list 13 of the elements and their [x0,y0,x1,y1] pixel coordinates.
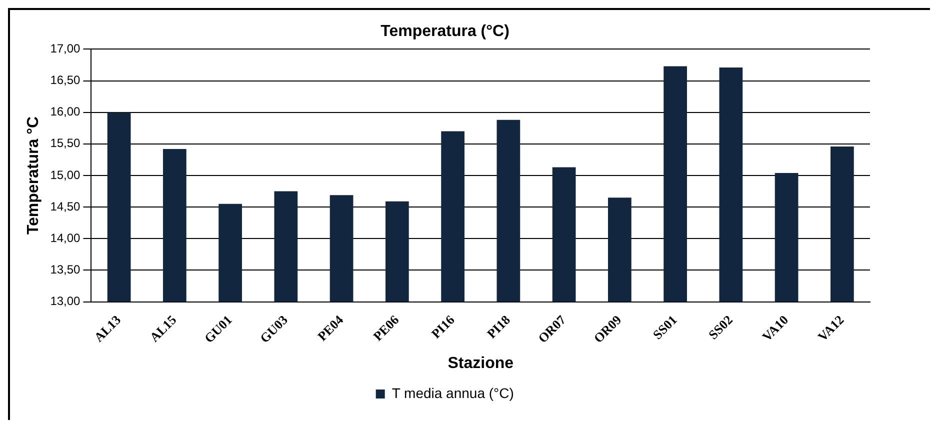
y-tick-label: 15,50 [50,136,81,150]
y-tick-label: 13,00 [50,294,81,308]
y-tick-label: 14,00 [50,230,81,245]
y-axis-title: Temperatura °C [25,116,42,235]
y-tick-label: 16,00 [50,104,81,119]
chart-title: Temperatura (°C) [380,23,510,40]
y-tick-label: 15,00 [50,168,81,182]
x-axis-title: Stazione [448,354,514,372]
y-tick-label: 17,00 [50,42,81,56]
y-tick-label: 14,50 [50,199,81,214]
y-tick-label: 16,50 [50,73,81,88]
y-tick-label: 13,50 [50,262,81,277]
legend-label: T media annua (°C) [392,384,514,401]
